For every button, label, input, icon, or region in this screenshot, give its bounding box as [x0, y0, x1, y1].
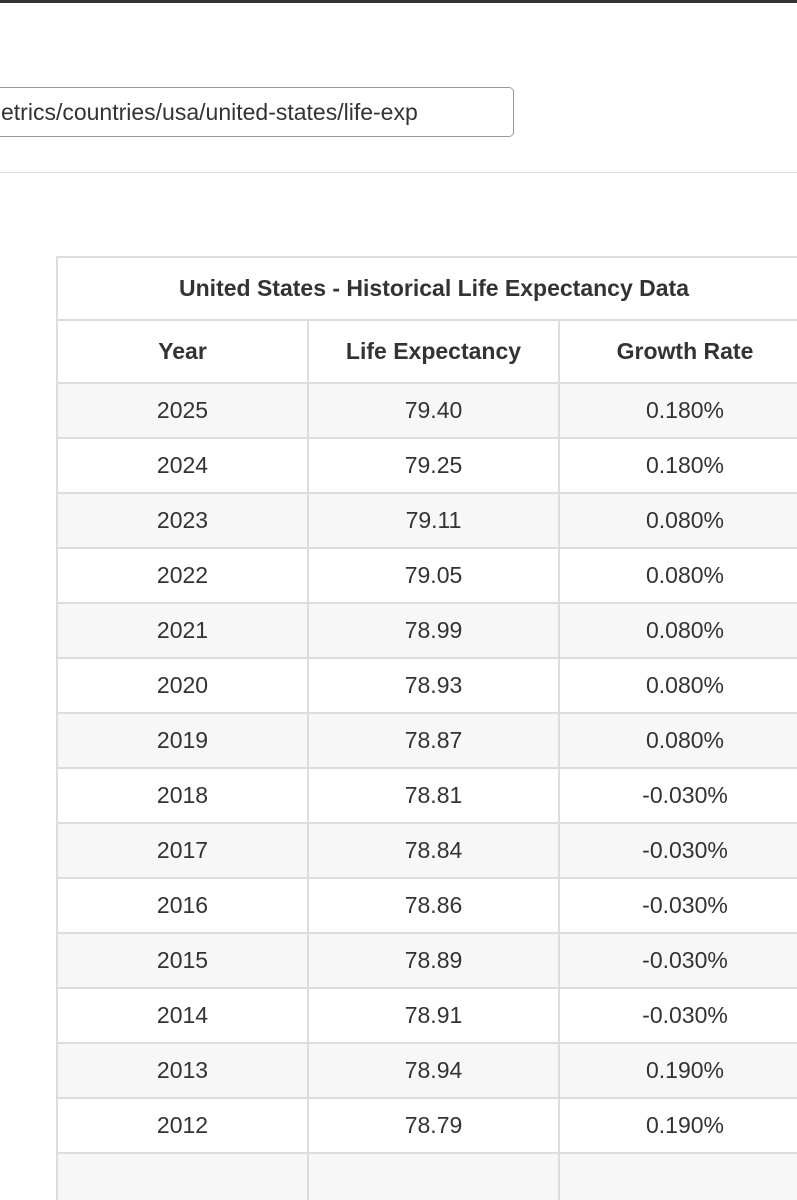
table-cell: 78.99	[307, 602, 560, 659]
table-cell: 2015	[56, 932, 309, 989]
table-cell: 0.180%	[557, 437, 797, 494]
url-bar[interactable]: etrics/countries/usa/united-states/life-…	[0, 87, 514, 137]
table-row: 2025 79.40 0.180%	[56, 382, 797, 439]
table-cell: 79.25	[307, 437, 560, 494]
table-cell: 78.89	[307, 932, 560, 989]
column-header: Growth Rate	[557, 319, 797, 384]
table-cell: 2012	[56, 1097, 309, 1154]
table-wrapper: United States - Historical Life Expectan…	[56, 256, 797, 1200]
top-bar	[0, 0, 797, 3]
table-row: 2013 78.94 0.190%	[56, 1042, 797, 1099]
table-cell: 2020	[56, 657, 309, 714]
table-cell: 0.080%	[557, 602, 797, 659]
table-row: 2024 79.25 0.180%	[56, 437, 797, 494]
table-row: 2012 78.79 0.190%	[56, 1097, 797, 1154]
table-cell: 0.180%	[557, 382, 797, 439]
separator	[0, 172, 797, 173]
table-cell: 79.11	[307, 492, 560, 549]
table-cell	[56, 1152, 309, 1200]
table-row: 2023 79.11 0.080%	[56, 492, 797, 549]
header-row: Year Life Expectancy Growth Rate	[56, 319, 797, 384]
table-cell: 78.86	[307, 877, 560, 934]
table-row: 2020 78.93 0.080%	[56, 657, 797, 714]
table-cell: 79.40	[307, 382, 560, 439]
table-cell: -0.030%	[557, 987, 797, 1044]
table-cell: 79.05	[307, 547, 560, 604]
table-cell: -0.030%	[557, 932, 797, 989]
table-row: 2019 78.87 0.080%	[56, 712, 797, 769]
table-cell: 2021	[56, 602, 309, 659]
table-cell: 78.79	[307, 1097, 560, 1154]
table-cell: 78.91	[307, 987, 560, 1044]
table-cell: 2024	[56, 437, 309, 494]
column-header: Year	[56, 319, 309, 384]
table-cell: 0.080%	[557, 712, 797, 769]
table-row: 2021 78.99 0.080%	[56, 602, 797, 659]
table-row: 2014 78.91 -0.030%	[56, 987, 797, 1044]
table-cell: -0.030%	[557, 877, 797, 934]
table-cell	[307, 1152, 560, 1200]
table-cell: 0.080%	[557, 547, 797, 604]
table-body: 2025 79.40 0.180% 2024 79.25 0.180% 2023 79.11 0…	[56, 382, 797, 1200]
table-title: United States - Historical Life Expectan…	[56, 256, 797, 321]
table-cell: 2017	[56, 822, 309, 879]
table-cell: 78.87	[307, 712, 560, 769]
table-cell: 2023	[56, 492, 309, 549]
column-header: Life Expectancy	[307, 319, 560, 384]
table-row: 2015 78.89 -0.030%	[56, 932, 797, 989]
table-row: 2022 79.05 0.080%	[56, 547, 797, 604]
table-cell: 78.84	[307, 822, 560, 879]
table-cell: 0.190%	[557, 1042, 797, 1099]
table-cell: 2018	[56, 767, 309, 824]
data-table: United States - Historical Life Expectan…	[56, 256, 797, 1200]
table-cell: 0.080%	[557, 492, 797, 549]
table-cell	[557, 1152, 797, 1200]
table-row: 2018 78.81 -0.030%	[56, 767, 797, 824]
table-row	[56, 1152, 797, 1200]
table-cell: 78.93	[307, 657, 560, 714]
table-row: 2016 78.86 -0.030%	[56, 877, 797, 934]
table-cell: 0.080%	[557, 657, 797, 714]
table-cell: 0.190%	[557, 1097, 797, 1154]
table-row: 2017 78.84 -0.030%	[56, 822, 797, 879]
table-cell: 78.81	[307, 767, 560, 824]
table-cell: 2025	[56, 382, 309, 439]
table-cell: 2019	[56, 712, 309, 769]
table-cell: 2013	[56, 1042, 309, 1099]
table-cell: 2014	[56, 987, 309, 1044]
table-cell: 2022	[56, 547, 309, 604]
table-cell: -0.030%	[557, 822, 797, 879]
table-cell: 2016	[56, 877, 309, 934]
table-cell: 78.94	[307, 1042, 560, 1099]
table-cell: -0.030%	[557, 767, 797, 824]
